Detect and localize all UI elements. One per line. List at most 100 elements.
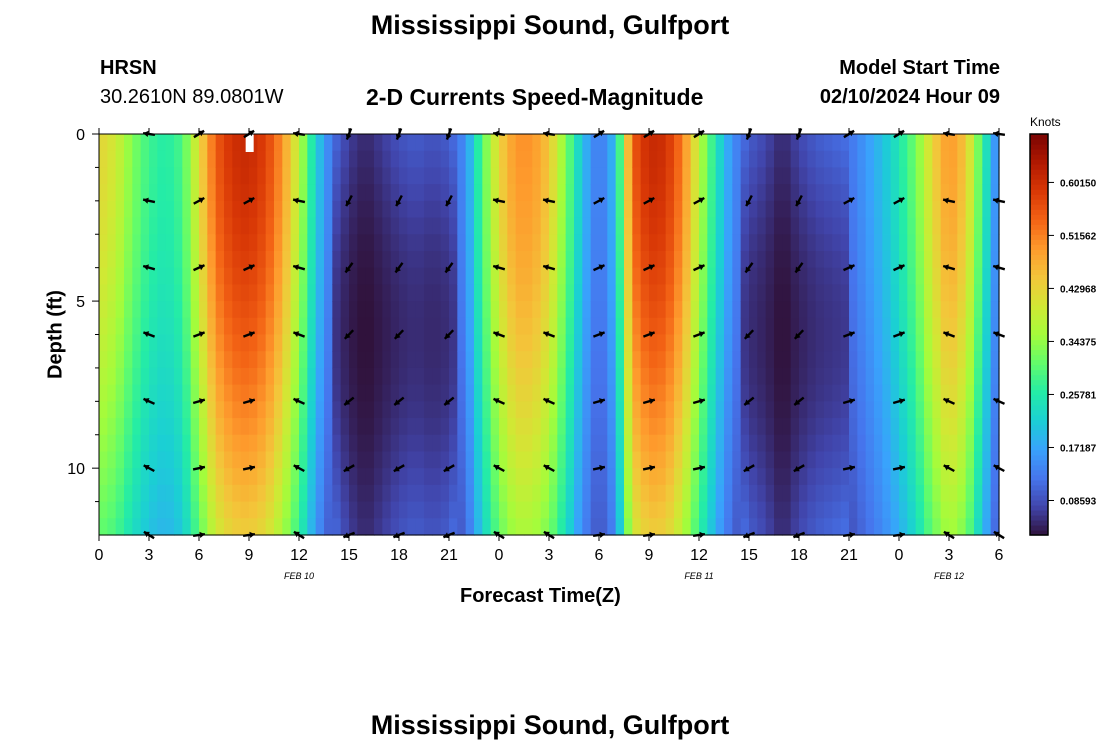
heatmap-cell	[107, 502, 116, 519]
heatmap-cell	[766, 318, 775, 335]
heatmap-cell	[616, 385, 625, 402]
heatmap-cell	[932, 268, 941, 285]
heatmap-cell	[507, 418, 516, 435]
heatmap-cell	[266, 485, 275, 502]
heatmap-cell	[666, 485, 675, 502]
heatmap-cell	[624, 485, 633, 502]
heatmap-cell	[966, 301, 975, 318]
heatmap-cell	[332, 418, 341, 435]
heatmap-cell	[541, 167, 550, 184]
heatmap-cell	[449, 401, 458, 418]
heatmap-cell	[241, 368, 250, 385]
heatmap-cell	[874, 485, 883, 502]
heatmap-cell	[774, 234, 783, 251]
heatmap-cell	[257, 502, 266, 519]
heatmap-cell	[332, 451, 341, 468]
heatmap-cell	[224, 318, 233, 335]
heatmap-cell	[507, 385, 516, 402]
heatmap-cell	[441, 284, 450, 301]
heatmap-cell	[716, 318, 725, 335]
colorbar-tick-label: 0.17187	[1060, 443, 1097, 454]
heatmap-cell	[249, 368, 258, 385]
heatmap-cell	[241, 468, 250, 485]
heatmap-cell	[666, 167, 675, 184]
heatmap-cell	[274, 368, 283, 385]
heatmap-cell	[132, 418, 141, 435]
heatmap-cell	[982, 435, 991, 452]
heatmap-cell	[516, 134, 525, 151]
heatmap-cell	[357, 184, 366, 201]
heatmap-cell	[291, 167, 300, 184]
heatmap-cell	[491, 151, 500, 168]
heatmap-cell	[524, 335, 533, 352]
heatmap-cell	[432, 184, 441, 201]
heatmap-cell	[674, 234, 683, 251]
heatmap-cell	[582, 201, 591, 218]
heatmap-cell	[257, 284, 266, 301]
heatmap-cell	[407, 201, 416, 218]
heatmap-cell	[599, 234, 608, 251]
heatmap-cell	[291, 335, 300, 352]
heatmap-cell	[174, 435, 183, 452]
heatmap-cell	[716, 401, 725, 418]
heatmap-cell	[224, 284, 233, 301]
heatmap-cell	[632, 518, 641, 535]
heatmap-cell	[566, 485, 575, 502]
heatmap-cell	[891, 284, 900, 301]
date-label: FEB 11	[684, 571, 713, 581]
heatmap-cell	[282, 284, 291, 301]
heatmap-cell	[657, 167, 666, 184]
heatmap-cell	[774, 502, 783, 519]
heatmap-cell	[966, 518, 975, 535]
heatmap-cell	[524, 318, 533, 335]
heatmap-cell	[524, 468, 533, 485]
heatmap-cell	[766, 251, 775, 268]
heatmap-cell	[174, 151, 183, 168]
heatmap-cell	[324, 468, 333, 485]
colorbar-segment	[1030, 435, 1048, 441]
heatmap-cell	[666, 418, 675, 435]
heatmap-cell	[657, 268, 666, 285]
heatmap-cell	[266, 251, 275, 268]
heatmap-cell	[207, 218, 216, 235]
heatmap-cell	[149, 284, 158, 301]
heatmap-cell	[682, 268, 691, 285]
heatmap-cell	[482, 451, 491, 468]
heatmap-cell	[482, 301, 491, 318]
heatmap-cell	[199, 418, 208, 435]
heatmap-cell	[257, 435, 266, 452]
heatmap-cell	[199, 502, 208, 519]
heatmap-cell	[99, 418, 108, 435]
heatmap-cell	[932, 518, 941, 535]
heatmap-cell	[191, 385, 200, 402]
heatmap-cell	[149, 268, 158, 285]
heatmap-cell	[707, 351, 716, 368]
heatmap-cell	[899, 502, 908, 519]
heatmap-cell	[474, 468, 483, 485]
heatmap-cell	[757, 284, 766, 301]
heatmap-cell	[224, 268, 233, 285]
heatmap-cell	[566, 451, 575, 468]
heatmap-cell	[399, 418, 408, 435]
heatmap-cell	[166, 451, 175, 468]
heatmap-cell	[316, 385, 325, 402]
heatmap-cell	[182, 451, 191, 468]
heatmap-cell	[874, 167, 883, 184]
heatmap-cell	[291, 151, 300, 168]
heatmap-cell	[524, 451, 533, 468]
heatmap-cell	[416, 167, 425, 184]
heatmap-cell	[491, 301, 500, 318]
heatmap-cell	[874, 418, 883, 435]
heatmap-cell	[949, 451, 958, 468]
heatmap-cell	[757, 485, 766, 502]
heatmap-cell	[849, 418, 858, 435]
heatmap-cell	[632, 485, 641, 502]
heatmap-cell	[132, 184, 141, 201]
heatmap-cell	[841, 234, 850, 251]
heatmap-cell	[632, 401, 641, 418]
heatmap-cell	[516, 335, 525, 352]
heatmap-cell	[107, 201, 116, 218]
heatmap-cell	[857, 184, 866, 201]
heatmap-cell	[457, 201, 466, 218]
heatmap-cell	[466, 251, 475, 268]
